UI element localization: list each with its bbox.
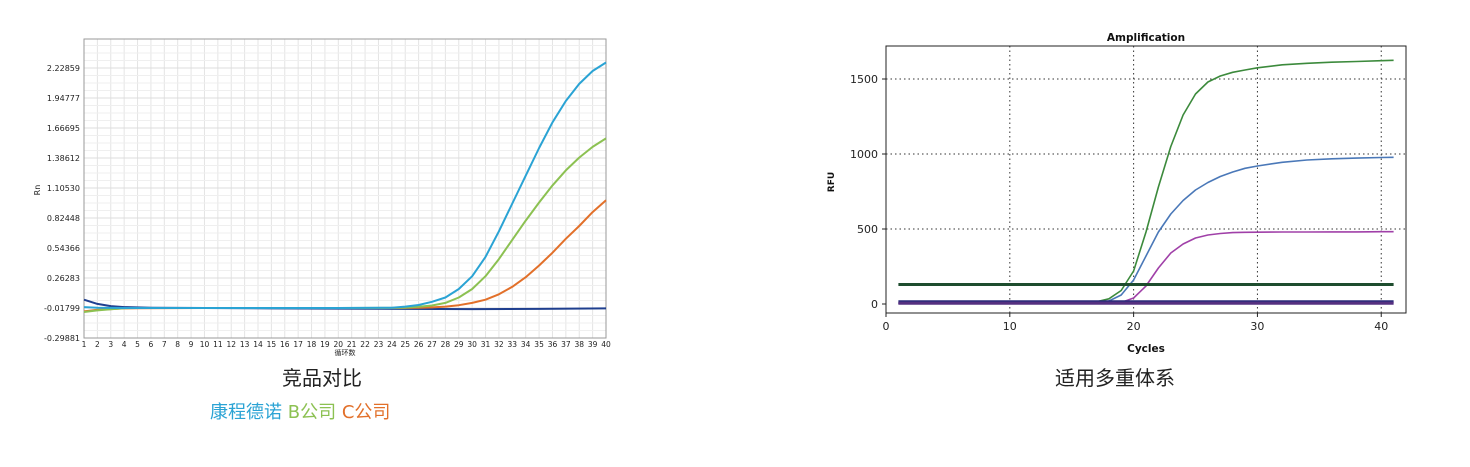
right-series-line-0 <box>898 59 1394 305</box>
left-x-tick-label: 31 <box>481 340 491 349</box>
left-x-tick-label: 33 <box>508 340 518 349</box>
left-y-tick-label: 1.38612 <box>47 154 80 163</box>
left-x-tick-label: 22 <box>360 340 370 349</box>
left-y-tick-label: 1.94777 <box>47 94 80 103</box>
left-y-axis-label: Rn <box>33 185 42 196</box>
left-x-axis-label: 循环数 <box>335 348 356 357</box>
left-x-tick-label: 35 <box>534 340 544 349</box>
left-y-tick-label: -0.29881 <box>44 334 80 343</box>
legend-label-kangcheng: 康程德诺 <box>210 402 282 423</box>
left-y-tick-label: 1.10530 <box>47 184 80 193</box>
left-x-tick-label: 36 <box>548 340 558 349</box>
left-x-tick-label: 3 <box>108 340 113 349</box>
right-x-axis-label: Cycles <box>1127 343 1165 355</box>
left-series-line-0 <box>83 61 607 309</box>
left-x-tick-label: 16 <box>280 340 290 349</box>
left-x-tick-label: 11 <box>213 340 223 349</box>
left-x-tick-label: 24 <box>387 340 397 349</box>
left-x-tick-label: 37 <box>561 340 571 349</box>
left-x-tick-label: 28 <box>441 340 451 349</box>
left-x-tick-label: 18 <box>307 340 317 349</box>
left-x-tick-label: 30 <box>467 340 477 349</box>
left-x-tick-label: 4 <box>122 340 127 349</box>
left-x-tick-label: 2 <box>95 340 100 349</box>
left-x-tick-label: 8 <box>175 340 180 349</box>
legend-row: 康程德诺 B公司 C公司 <box>210 398 390 424</box>
left-y-tick-label: 0.82448 <box>47 214 80 223</box>
left-x-tick-label: 32 <box>494 340 504 349</box>
right-y-tick-label: 0 <box>871 298 878 311</box>
legend-label-company-b: B公司 <box>287 402 337 423</box>
left-x-tick-label: 6 <box>149 340 154 349</box>
right-series-line-2 <box>898 230 1394 305</box>
left-x-tick-label: 13 <box>240 340 250 349</box>
right-x-tick-label: 20 <box>1127 320 1141 333</box>
right-y-tick-label: 500 <box>857 223 878 236</box>
left-x-tick-label: 14 <box>253 340 263 349</box>
right-x-tick-label: 0 <box>883 320 890 333</box>
left-y-tick-label: 0.54366 <box>47 244 80 253</box>
left-x-tick-label: 23 <box>374 340 384 349</box>
left-x-tick-label: 34 <box>521 340 531 349</box>
left-x-tick-label: 40 <box>601 340 611 349</box>
left-y-tick-label: 0.26283 <box>47 274 80 283</box>
right-y-axis-label: RFU <box>827 172 837 192</box>
right-series-line-1 <box>898 156 1394 305</box>
left-x-tick-label: 12 <box>226 340 236 349</box>
left-x-tick-label: 21 <box>347 340 357 349</box>
left-x-tick-label: 27 <box>427 340 437 349</box>
right-plot-frame <box>885 45 1407 314</box>
left-x-tick-label: 9 <box>189 340 194 349</box>
left-x-tick-label: 25 <box>400 340 410 349</box>
left-x-tick-label: 5 <box>135 340 140 349</box>
left-x-tick-label: 19 <box>320 340 330 349</box>
left-x-tick-label: 1 <box>82 340 87 349</box>
left-x-tick-label: 7 <box>162 340 167 349</box>
left-x-tick-label: 29 <box>454 340 464 349</box>
left-x-tick-label: 38 <box>574 340 584 349</box>
legend-label-company-c: C公司 <box>341 402 391 423</box>
right-caption: 适用多重体系 <box>1055 366 1175 390</box>
right-y-tick-label: 1000 <box>850 148 878 161</box>
left-plot-frame <box>83 38 607 339</box>
left-y-tick-label: 1.66695 <box>47 124 80 133</box>
left-x-tick-label: 26 <box>414 340 424 349</box>
left-x-tick-label: 10 <box>200 340 210 349</box>
right-chart-title: Amplification <box>1107 32 1185 44</box>
right-plot-area <box>886 46 1406 313</box>
right-x-tick-label: 30 <box>1250 320 1264 333</box>
left-x-tick-label: 39 <box>588 340 598 349</box>
right-x-tick-label: 10 <box>1003 320 1017 333</box>
right-y-tick-label: 1500 <box>850 73 878 86</box>
left-x-tick-label: 17 <box>293 340 303 349</box>
right-x-tick-label: 40 <box>1374 320 1388 333</box>
left-x-tick-label: 20 <box>334 340 344 349</box>
left-y-tick-label: -0.01799 <box>44 304 80 313</box>
left-y-tick-label: 2.22859 <box>47 64 80 73</box>
left-x-tick-label: 15 <box>267 340 277 349</box>
left-caption: 竞品对比 <box>282 366 362 390</box>
